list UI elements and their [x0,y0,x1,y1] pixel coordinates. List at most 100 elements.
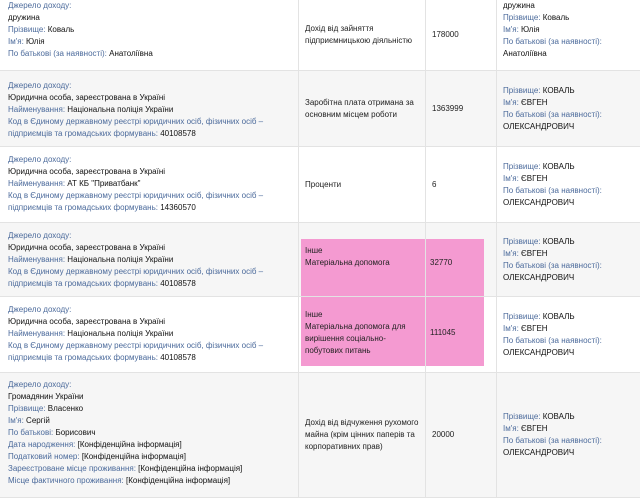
source-code: 14360570 [160,203,196,212]
income-amount: 111045 [430,328,456,337]
table-row: Джерело доходу: Юридична особа, зареєстр… [0,297,640,373]
owner-surname: КОВАЛЬ [543,312,575,321]
edrpou-label: Код в Єдиному державному реєстрі юридичн… [8,117,263,126]
source-code: 40108578 [160,353,196,362]
surname-label: Прізвище: [503,162,541,171]
income-source-cell: Джерело доходу: Юридична особа, зареєстр… [0,223,299,297]
income-type-line: Інше [305,309,421,321]
income-source-cell: Джерело доходу: Юридична особа, зареєстр… [0,297,299,373]
income-type-cell: Дохід від зайняття підприємницькою діяль… [299,0,426,71]
income-type-line: Дохід від зайняття [305,23,412,35]
income-amount: 20000 [432,429,454,441]
income-type-cell: Дохід від відчуження рухомого майна (крі… [299,373,426,498]
source-code: 40108578 [160,129,196,138]
income-type-line: Інше [305,245,421,257]
income-owner-cell: Прізвище: КОВАЛЬ Ім'я: ЄВГЕН По батькові… [497,71,640,147]
income-amount-cell: 32770 [426,223,497,297]
patronymic-label: По батькові: [8,428,53,437]
name-label: Ім'я: [503,249,519,258]
income-type-line: Проценти [305,179,341,191]
owner-relation: дружина [503,1,535,10]
edrpou-label: підприємців та громадських формувань: [8,203,158,212]
owner-name: ЄВГЕН [521,424,548,433]
income-source-cell: Джерело доходу: Юридична особа, зареєстр… [0,147,299,223]
owner-patronymic: ОЛЕКСАНДРОВИЧ [503,198,574,207]
table-row: Джерело доходу: Юридична особа, зареєстр… [0,71,640,147]
owner-patronymic: ОЛЕКСАНДРОВИЧ [503,348,574,357]
income-owner-cell: Прізвище: КОВАЛЬ Ім'я: ЄВГЕН По батькові… [497,297,640,373]
naming-label: Найменування: [8,329,65,338]
owner-surname: КОВАЛЬ [543,86,575,95]
source-name: Юлія [26,37,45,46]
source-naming: Національна поліція України [67,105,173,114]
owner-patronymic: ОЛЕКСАНДРОВИЧ [503,273,574,282]
legal-entity-text: Юридична особа, зареєстрована в Україні [8,93,165,102]
table-row: Джерело доходу: дружина Прізвище: Коваль… [0,0,640,71]
birth-date-label: Дата народження: [8,440,75,449]
income-type-line: майна (крім цінних паперів та [305,429,418,441]
actual-residence-value: [Конфіденційна інформація] [126,476,230,485]
income-amount: 6 [432,179,436,191]
owner-name: Юлія [521,25,540,34]
income-amount: 1363999 [432,103,463,115]
source-naming: АТ КБ "Приватбанк" [67,179,140,188]
income-type-cell: Інше Матеріальна допомога для вирішення … [299,297,426,373]
income-type-line: Заробітна плата отримана за [305,97,414,109]
source-label: Джерело доходу: [8,380,71,389]
patronymic-label: По батькові (за наявності): [503,336,602,345]
surname-label: Прізвище: [503,412,541,421]
patronymic-label: По батькові (за наявності): [8,49,107,58]
table-row: Джерело доходу: Юридична особа, зареєстр… [0,147,640,223]
source-relation: дружина [8,13,40,22]
surname-label: Прізвище: [503,312,541,321]
income-type-line: Дохід від відчуження рухомого [305,417,418,429]
naming-label: Найменування: [8,255,65,264]
edrpou-label: Код в Єдиному державному реєстрі юридичн… [8,191,263,200]
edrpou-label: підприємців та громадських формувань: [8,129,158,138]
legal-entity-text: Юридична особа, зареєстрована в Україні [8,167,165,176]
surname-label: Прізвище: [8,25,46,34]
income-amount-cell: 178000 [426,0,497,71]
income-type-line: побутових питань [305,345,421,357]
name-label: Ім'я: [503,174,519,183]
patronymic-label: По батькові (за наявності): [503,110,602,119]
income-amount-cell: 1363999 [426,71,497,147]
edrpou-label: підприємців та громадських формувань: [8,279,158,288]
actual-residence-label: Місце фактичного проживання: [8,476,124,485]
owner-patronymic: Анатоліївна [503,49,547,58]
table-row: Джерело доходу: Юридична особа, зареєстр… [0,223,640,297]
highlight-mark: Інше Матеріальна допомога [301,239,425,296]
edrpou-label: Код в Єдиному державному реєстрі юридичн… [8,267,263,276]
tax-number-value: [Конфіденційна інформація] [82,452,186,461]
patronymic-label: По батькові (за наявності): [503,436,602,445]
income-source-cell: Джерело доходу: Громадянин України Прізв… [0,373,299,498]
owner-name: ЄВГЕН [521,98,548,107]
income-type-cell: Інше Матеріальна допомога [299,223,426,297]
owner-surname: КОВАЛЬ [543,412,575,421]
income-type-line: корпоративних прав) [305,441,418,453]
income-type-line: Матеріальна допомога для [305,321,421,333]
table-row: Джерело доходу: Громадянин України Прізв… [0,373,640,498]
source-code: 40108578 [160,279,196,288]
highlight-mark: 111045 [426,297,484,366]
source-naming: Національна поліція України [67,329,173,338]
income-type-cell: Заробітна плата отримана за основним міс… [299,71,426,147]
income-source-cell: Джерело доходу: дружина Прізвище: Коваль… [0,0,299,71]
owner-surname: КОВАЛЬ [543,237,575,246]
owner-patronymic: ОЛЕКСАНДРОВИЧ [503,448,574,457]
surname-label: Прізвище: [503,237,541,246]
source-surname: Коваль [48,25,75,34]
surname-label: Прізвище: [503,13,541,22]
edrpou-label: Код в Єдиному державному реєстрі юридичн… [8,341,263,350]
source-label: Джерело доходу: [8,1,71,10]
patronymic-label: По батькові (за наявності): [503,186,602,195]
income-type-line: підприємницькою діяльністю [305,35,412,47]
name-label: Ім'я: [8,416,24,425]
income-amount: 32770 [430,258,452,267]
patronymic-label: По батькові (за наявності): [503,37,602,46]
owner-patronymic: ОЛЕКСАНДРОВИЧ [503,122,574,131]
name-label: Ім'я: [503,25,519,34]
tax-number-label: Податковий номер: [8,452,80,461]
registered-residence-value: [Конфіденційна інформація] [138,464,242,473]
